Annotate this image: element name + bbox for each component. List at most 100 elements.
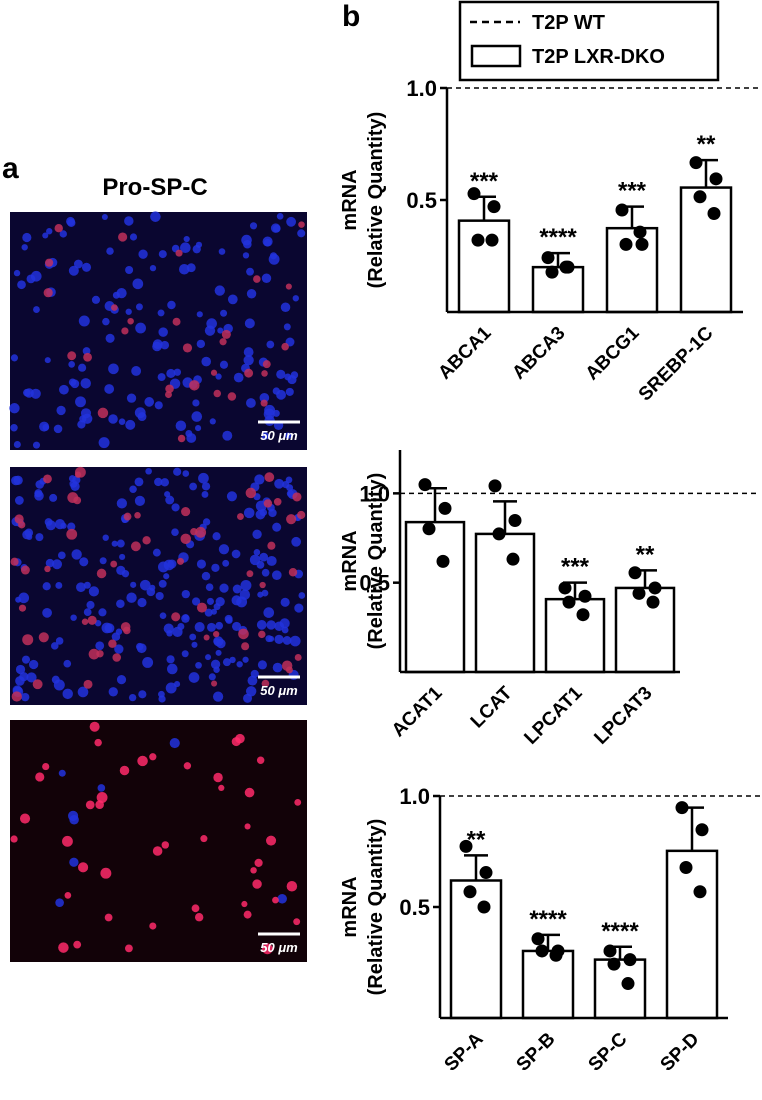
cell-stain xyxy=(125,944,133,953)
nucleus xyxy=(30,270,42,282)
cell-stain xyxy=(213,389,222,398)
nucleus xyxy=(158,250,167,259)
data-point xyxy=(648,581,662,595)
cell-stain xyxy=(32,679,43,690)
nucleus xyxy=(128,693,137,702)
bar xyxy=(605,226,659,314)
data-point xyxy=(541,251,555,265)
nucleus xyxy=(212,691,224,702)
nucleus xyxy=(42,607,52,618)
cell-stain xyxy=(191,904,200,913)
nucleus xyxy=(171,503,180,512)
nucleus xyxy=(142,657,154,668)
nucleus xyxy=(125,308,132,315)
nucleus xyxy=(285,387,294,396)
nucleus xyxy=(9,403,20,414)
nucleus xyxy=(188,672,200,683)
nucleus xyxy=(189,482,198,491)
cell-stain xyxy=(294,798,302,806)
nucleus xyxy=(124,216,134,226)
panel-title: Pro-SP-C xyxy=(102,174,207,201)
nucleus xyxy=(21,244,28,251)
nucleus xyxy=(118,418,126,425)
data-point xyxy=(679,860,693,874)
nucleus xyxy=(172,626,183,637)
nucleus xyxy=(192,399,200,407)
nucleus xyxy=(158,327,168,337)
cell-stain xyxy=(246,570,254,578)
cell-stain xyxy=(66,528,78,540)
cell-stain xyxy=(183,762,192,770)
chart: mRNA (Relative Quantity)0.5 1.0 ACAT1 LCAT **… xyxy=(339,450,760,749)
nucleus xyxy=(129,485,137,494)
cell-stain xyxy=(176,557,185,565)
nucleus xyxy=(246,289,257,299)
nucleus xyxy=(285,476,293,484)
nucleus xyxy=(243,693,253,703)
error-bar xyxy=(493,500,517,534)
nucleus xyxy=(19,672,29,682)
data-point xyxy=(487,200,501,214)
nucleus xyxy=(195,425,202,432)
nucleus xyxy=(130,581,137,588)
nucleus xyxy=(129,233,138,241)
cell-stain xyxy=(286,514,297,525)
nucleus xyxy=(163,559,175,571)
cell-stain xyxy=(119,765,130,776)
data-point xyxy=(506,552,520,566)
nucleus xyxy=(10,424,18,432)
cell-stain xyxy=(189,380,200,391)
nucleus xyxy=(242,656,249,663)
cell-stain xyxy=(58,942,69,953)
data-point xyxy=(471,233,485,247)
nucleus xyxy=(158,695,166,703)
cell-stain xyxy=(171,612,181,622)
nucleus xyxy=(75,396,86,408)
cell-stain xyxy=(281,660,293,671)
cell-stain xyxy=(227,392,237,401)
nucleus xyxy=(191,411,203,422)
nucleus xyxy=(111,632,121,641)
nucleus xyxy=(201,482,211,491)
cell-stain xyxy=(94,738,102,747)
nucleus xyxy=(182,470,190,477)
cell-stain xyxy=(149,922,157,930)
data-point xyxy=(623,953,637,967)
nucleus xyxy=(227,294,238,305)
nucleus xyxy=(290,371,299,379)
nucleus xyxy=(298,592,306,599)
nucleus xyxy=(23,388,31,397)
nucleus xyxy=(261,273,272,283)
x-tick-label: LCAT xyxy=(467,682,517,732)
data-point xyxy=(693,190,707,204)
nucleus xyxy=(54,519,66,530)
nucleus xyxy=(126,592,137,603)
nucleus xyxy=(53,424,63,434)
nucleus xyxy=(119,553,126,561)
nucleus xyxy=(272,662,283,673)
nucleus xyxy=(149,265,157,272)
bar xyxy=(593,958,647,1020)
cell-stain xyxy=(62,835,73,847)
nucleus xyxy=(134,477,144,487)
data-point xyxy=(693,885,707,899)
nucleus xyxy=(263,607,275,618)
nucleus xyxy=(259,393,270,403)
cell-stain xyxy=(161,841,170,849)
data-point xyxy=(633,225,647,239)
cell-stain xyxy=(85,800,95,810)
nucleus xyxy=(116,675,127,685)
x-tick-label: ABCA1 xyxy=(434,322,495,383)
nucleus xyxy=(13,269,21,277)
nucleus xyxy=(70,614,77,621)
nucleus xyxy=(272,522,282,532)
significance-label: ** xyxy=(636,541,655,568)
nucleus xyxy=(51,675,60,684)
cell-stain xyxy=(194,913,204,922)
significance-label: ** xyxy=(697,131,716,158)
nucleus xyxy=(171,528,179,537)
cell-stain xyxy=(111,304,118,311)
nucleus xyxy=(249,222,258,230)
data-point xyxy=(508,514,522,528)
nucleus xyxy=(59,230,67,238)
